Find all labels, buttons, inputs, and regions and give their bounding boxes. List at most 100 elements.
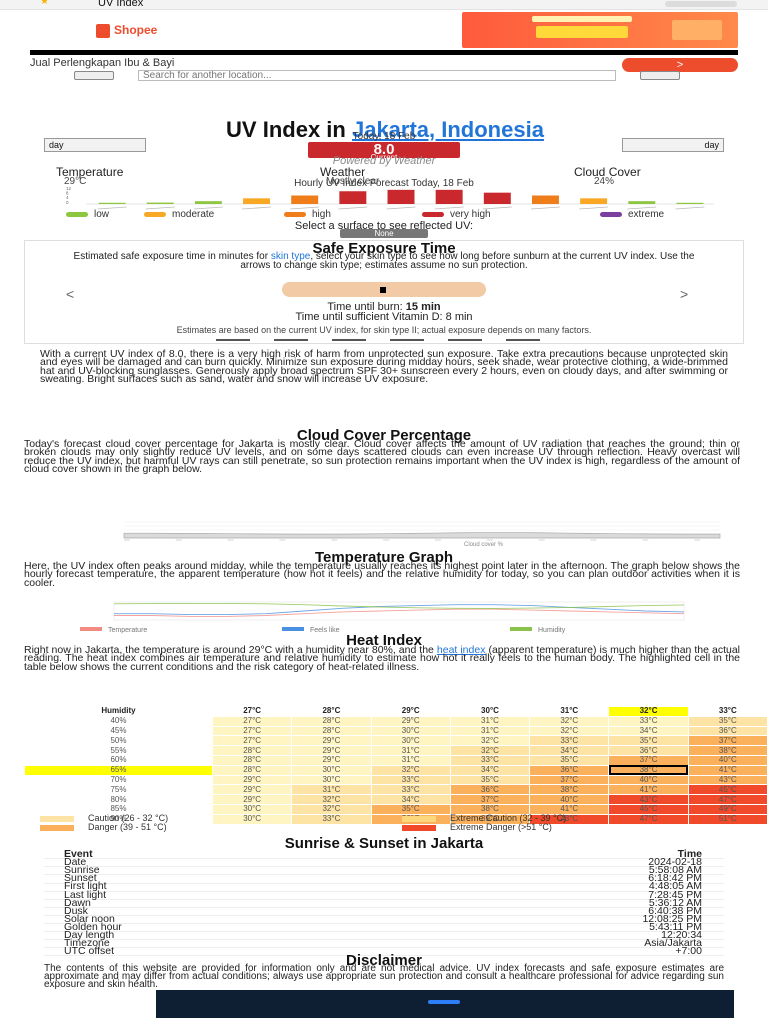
heat-legend-swatch: [40, 816, 74, 822]
sun-event-label: Solar noon: [64, 912, 115, 925]
skin-type-next-arrow[interactable]: >: [680, 286, 689, 302]
skin-type-dash[interactable]: [332, 339, 366, 341]
skin-type-link[interactable]: skin type: [270, 251, 311, 262]
uv-x-tick-mark: [675, 206, 705, 210]
uv-bar: [194, 201, 222, 204]
table-row: 60% 28°C 29°C 31°C 33°C 35°C 37°C 40°C: [24, 754, 768, 766]
search-left-button[interactable]: [74, 71, 114, 80]
heat-index-cell: 29°C: [211, 784, 293, 796]
uv-legend-label: low: [94, 209, 110, 220]
cloud-cover-value: 24%: [594, 176, 615, 187]
powered-by: Powered by Weather: [332, 155, 436, 167]
skin-type-dash[interactable]: [506, 339, 540, 341]
temp-plot-frame: [113, 601, 685, 621]
skin-type-dash[interactable]: [390, 339, 424, 341]
heat-index-cell: 27°C: [211, 735, 293, 747]
skin-type-dash[interactable]: [216, 339, 250, 341]
sun-event-label: Sunrise: [64, 864, 100, 877]
surface-label: Select a surface to see reflected UV:: [294, 220, 474, 232]
ad-banner-badge: [536, 26, 628, 38]
table-row: UTC offset +7:00: [44, 946, 724, 957]
city-link[interactable]: Jakarta, Indonesia: [351, 117, 544, 142]
scrollbar-thumb[interactable]: [665, 1, 737, 7]
shopee-logo[interactable]: Shopee: [96, 23, 182, 40]
table-row: 50% 27°C 29°C 30°C 32°C 33°C 35°C 37°C: [24, 735, 768, 747]
heat-index-cell: 43°C: [687, 774, 768, 786]
heat-index-cell: 34°C: [370, 794, 451, 805]
skin-type-dash[interactable]: [274, 339, 308, 341]
browser-top-bar: [0, 0, 768, 10]
search-right-button[interactable]: [640, 71, 680, 80]
heat-index-cell: 33°C: [370, 784, 451, 796]
cloud-legend-label: Cloud cover %: [464, 542, 504, 548]
heat-index-cell: 29°C: [291, 745, 372, 756]
heat-index-cell: 31°C: [449, 715, 531, 727]
heat-index-cell: 36°C: [529, 764, 610, 776]
sun-event-time: 5:58:08 AM: [648, 864, 702, 877]
sun-event-time: 5:43:11 PM: [649, 920, 702, 933]
heat-table-header-row: Humidity 27°C 28°C 29°C 30°C 31°C 32°C 33°C: [24, 706, 768, 717]
page-title-prefix: UV Index in: [226, 117, 352, 142]
heat-index-cell: 31°C: [291, 784, 372, 796]
ad-go-button[interactable]: >: [622, 58, 738, 72]
table-row: Sunrise 5:58:08 AM: [44, 864, 724, 877]
heat-index-cell: 37°C: [687, 735, 768, 747]
skin-type-prev-arrow[interactable]: <: [66, 286, 75, 302]
uv-y-tick: 8: [66, 191, 69, 196]
heat-index-cell: 28°C: [211, 764, 293, 776]
table-row: 40% 27°C 28°C 29°C 31°C 32°C 33°C 35°C: [24, 715, 768, 727]
hourly-uv-title: Hourly UV Index Forecast Today, 18 Feb: [294, 178, 474, 189]
surface-select[interactable]: None: [340, 229, 428, 238]
heat-index-table: Humidity 27°C 28°C 29°C 30°C 31°C 32°C 33°C 40% 2…: [24, 706, 768, 825]
heat-index-cell: 30°C: [370, 735, 451, 747]
heat-index-link[interactable]: heat index: [436, 644, 486, 656]
heat-index-cell: 32°C: [449, 735, 531, 747]
heat-index-cell: 36°C: [449, 784, 531, 796]
uv-bar: [146, 202, 174, 204]
heat-index-cell: 35°C: [687, 715, 768, 727]
temp-legend-swatch: [282, 627, 304, 631]
sun-event-time: 12:20:34: [661, 929, 702, 941]
ad-banner[interactable]: [462, 12, 738, 48]
heat-index-cell: 37°C: [608, 754, 689, 766]
safe-time-readout: Time until burn: 15 min Time until suffic…: [60, 302, 708, 323]
table-row: Dawn 5:36:12 AM: [44, 897, 724, 908]
heat-index-cell: 40°C: [687, 754, 768, 766]
bottom-overlay-bar[interactable]: [156, 990, 734, 1018]
table-row: 80% 29°C 32°C 34°C 37°C 40°C 43°C 47°C: [24, 794, 768, 805]
sun-event-label: First light: [64, 880, 107, 893]
sun-event-time: Asia/Jakarta: [644, 937, 702, 950]
sun-event-time: 6:18:42 PM: [648, 872, 702, 885]
temperature-value: 29°C: [64, 176, 87, 187]
cloud-area: [123, 532, 721, 539]
heat-index-cell: 30°C: [211, 803, 293, 815]
safe-exposure-description: Estimated safe exposure time in minutes …: [60, 251, 708, 271]
ad-logo-text: Shopee: [114, 23, 158, 37]
skin-type-dash[interactable]: [448, 339, 482, 341]
cloud-cover-label: Cloud Cover: [574, 165, 641, 179]
location-search-input[interactable]: [138, 70, 616, 81]
previous-day-button[interactable]: day: [44, 138, 146, 152]
heat-index-cell: 36°C: [687, 725, 768, 737]
table-row: 55% 28°C 29°C 31°C 32°C 34°C 36°C 38°C: [24, 745, 768, 756]
heat-index-cell: 27°C: [211, 725, 293, 737]
heat-index-cell: 31°C: [449, 725, 531, 737]
humidity-cell: 65%: [24, 764, 213, 776]
star-icon: ★: [40, 0, 49, 7]
sun-event-time: 4:48:05 AM: [648, 880, 702, 893]
uv-x-tick-mark: [145, 206, 175, 210]
uv-y-tick: 4: [66, 195, 69, 200]
heat-index-cell: 35°C: [608, 735, 689, 747]
temperature-paragraph: Here, the UV index often peaks around mi…: [24, 560, 740, 589]
next-day-button[interactable]: day: [622, 138, 724, 152]
uv-legend: low moderate high very high extreme: [66, 210, 736, 220]
ad-tagline[interactable]: Jual Perlengkapan Ibu & Bayi: [30, 57, 175, 69]
uv-y-tick: 12: [66, 186, 72, 191]
heat-legend-swatch: [40, 825, 74, 831]
heat-index-cell: 33°C: [529, 735, 610, 747]
vitamin-d-time: Time until sufficient Vitamin D: 8 min: [295, 311, 473, 323]
uv-x-tick-mark: [530, 206, 560, 210]
uv-advice-paragraph: With a current UV index of 8.0, there is…: [40, 348, 728, 386]
heat-legend-swatch: [402, 816, 436, 822]
